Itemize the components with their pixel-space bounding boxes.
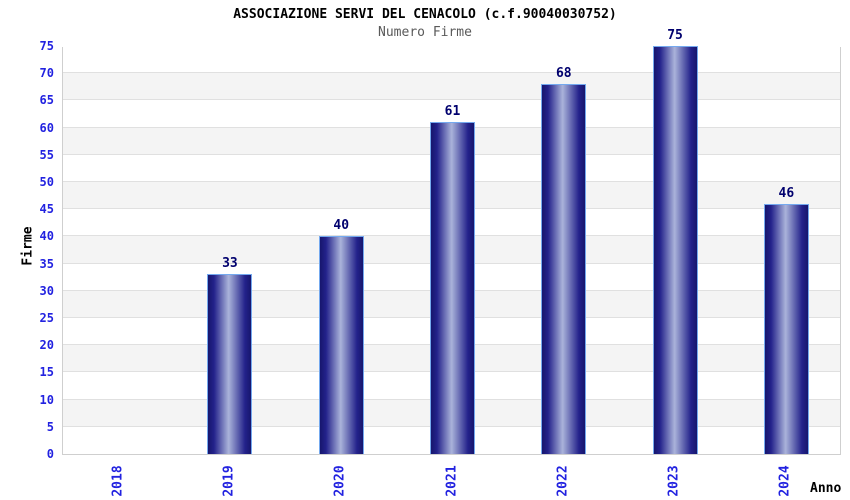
x-tick-label: 2023	[666, 465, 682, 497]
y-tick-label: 75	[39, 39, 54, 53]
bar-value-label: 61	[444, 104, 461, 120]
bar	[652, 46, 698, 454]
bar	[763, 203, 809, 454]
bar-value-label: 68	[555, 66, 572, 82]
x-tick-label: 2021	[444, 465, 459, 497]
chart-title: ASSOCIAZIONE SERVI DEL CENACOLO (c.f.900…	[233, 7, 617, 22]
x-tick-label: 2022	[555, 465, 571, 497]
x-tick-label: 2024	[777, 465, 793, 497]
bar-value-label: 75	[667, 28, 683, 43]
y-tick-label: 65	[39, 93, 54, 108]
plot-band	[63, 73, 840, 101]
gridline	[63, 99, 840, 101]
bar	[318, 236, 364, 454]
bar	[207, 274, 253, 454]
y-tick-label: 20	[39, 338, 54, 353]
chart-subtitle: Numero Firme	[378, 25, 472, 40]
bar-value-label: 46	[778, 185, 795, 201]
x-tick-label: 2020	[332, 465, 348, 497]
bar-value-label: 33	[222, 256, 238, 272]
x-tick-label: 2018	[110, 465, 126, 497]
y-tick-label: 70	[39, 66, 54, 81]
y-tick-label: 15	[39, 365, 54, 380]
y-tick-label: 50	[39, 175, 54, 189]
y-tick-label: 45	[39, 202, 54, 217]
y-tick-label: 25	[39, 311, 54, 325]
bar	[541, 84, 587, 454]
plot-band	[63, 46, 840, 74]
y-tick-label: 10	[39, 392, 54, 407]
y-tick-label: 0	[46, 447, 54, 461]
y-tick-label: 35	[39, 256, 54, 271]
bar-value-label: 40	[333, 218, 350, 234]
gridline	[63, 72, 840, 74]
x-tick-label: 2019	[221, 465, 237, 497]
x-axis-label: Anno	[810, 481, 842, 496]
bar	[430, 122, 475, 454]
plot-area: 33 40 61 68 75 46	[62, 28, 841, 455]
y-tick-label: 55	[39, 147, 54, 162]
y-tick-label: 60	[39, 120, 54, 135]
y-tick-label: 40	[39, 229, 54, 244]
y-tick-label: 5	[46, 419, 54, 434]
y-tick-label: 30	[39, 283, 54, 298]
